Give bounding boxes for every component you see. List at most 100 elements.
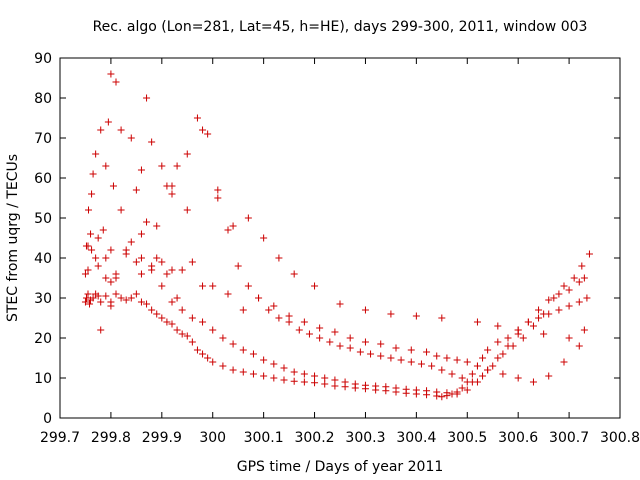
data-point <box>494 322 502 330</box>
data-point <box>479 372 487 380</box>
data-points <box>81 70 593 401</box>
x-tick-label: 300.1 <box>244 430 284 446</box>
data-point <box>550 294 558 302</box>
data-point <box>585 250 593 258</box>
data-point <box>565 286 573 294</box>
data-point <box>423 387 431 395</box>
data-point <box>86 300 94 308</box>
y-tick-label: 20 <box>34 331 52 347</box>
data-point <box>295 326 303 334</box>
data-point <box>361 338 369 346</box>
data-point <box>183 206 191 214</box>
data-point <box>173 162 181 170</box>
data-point <box>199 282 207 290</box>
x-tick-label: 300.5 <box>447 430 487 446</box>
x-tick-label: 300.4 <box>396 430 436 446</box>
data-point <box>148 306 156 314</box>
data-point <box>244 214 252 222</box>
data-point <box>321 380 329 388</box>
data-point <box>575 342 583 350</box>
data-point <box>270 360 278 368</box>
data-point <box>504 334 512 342</box>
x-tick-label: 300.3 <box>345 430 385 446</box>
data-point <box>484 346 492 354</box>
data-point <box>535 314 543 322</box>
data-point <box>214 186 222 194</box>
data-point <box>85 206 93 214</box>
data-point <box>433 352 441 360</box>
data-point <box>280 364 288 372</box>
data-point <box>580 326 588 334</box>
data-point <box>107 70 115 78</box>
data-point <box>575 278 583 286</box>
data-point <box>112 290 120 298</box>
data-point <box>168 298 176 306</box>
data-point <box>468 370 476 378</box>
data-point <box>199 350 207 358</box>
data-point <box>578 262 586 270</box>
data-point <box>158 258 166 266</box>
data-point <box>137 230 145 238</box>
data-point <box>290 368 298 376</box>
data-point <box>407 358 415 366</box>
data-point <box>104 118 112 126</box>
data-point <box>356 348 364 356</box>
data-point <box>81 270 89 278</box>
data-point <box>331 328 339 336</box>
data-point <box>127 238 135 246</box>
data-point <box>188 258 196 266</box>
data-point <box>331 382 339 390</box>
data-point <box>82 294 90 302</box>
x-axis-label: GPS time / Days of year 2011 <box>237 459 444 475</box>
x-tick-label: 300.8 <box>600 430 640 446</box>
data-point <box>433 388 441 396</box>
y-tick-label: 0 <box>43 411 52 427</box>
data-point <box>178 330 186 338</box>
data-point <box>509 342 517 350</box>
data-point <box>168 182 176 190</box>
x-tick-label: 300.2 <box>294 430 334 446</box>
data-point <box>89 170 97 178</box>
data-point <box>117 294 125 302</box>
data-point <box>529 378 537 386</box>
data-point <box>102 274 110 282</box>
data-point <box>275 314 283 322</box>
data-point <box>346 344 354 352</box>
data-point <box>387 354 395 362</box>
data-point <box>367 350 375 358</box>
data-point <box>305 330 313 338</box>
data-point <box>382 383 390 391</box>
data-point <box>499 350 507 358</box>
data-point <box>316 334 324 342</box>
x-tick-label: 299.7 <box>40 430 80 446</box>
data-point <box>163 318 171 326</box>
x-tick-label: 300.7 <box>549 430 589 446</box>
data-point <box>102 292 110 300</box>
data-point <box>336 342 344 350</box>
data-point <box>137 166 145 174</box>
data-point <box>117 206 125 214</box>
data-point <box>428 362 436 370</box>
data-point <box>535 306 543 314</box>
data-point <box>514 374 522 382</box>
plot-frame <box>59 57 621 419</box>
data-point <box>438 393 446 401</box>
data-point <box>112 270 120 278</box>
data-point <box>193 114 201 122</box>
data-point <box>112 78 120 86</box>
data-point <box>407 346 415 354</box>
data-point <box>224 226 232 234</box>
data-point <box>300 378 308 386</box>
data-point <box>463 358 471 366</box>
data-point <box>158 282 166 290</box>
data-point <box>575 298 583 306</box>
data-point <box>397 356 405 364</box>
data-point <box>188 314 196 322</box>
data-point <box>148 262 156 270</box>
x-tick-label: 299.9 <box>142 430 182 446</box>
data-point <box>514 326 522 334</box>
data-point <box>473 362 481 370</box>
data-point <box>458 384 466 392</box>
data-point <box>540 330 548 338</box>
data-point <box>92 150 100 158</box>
